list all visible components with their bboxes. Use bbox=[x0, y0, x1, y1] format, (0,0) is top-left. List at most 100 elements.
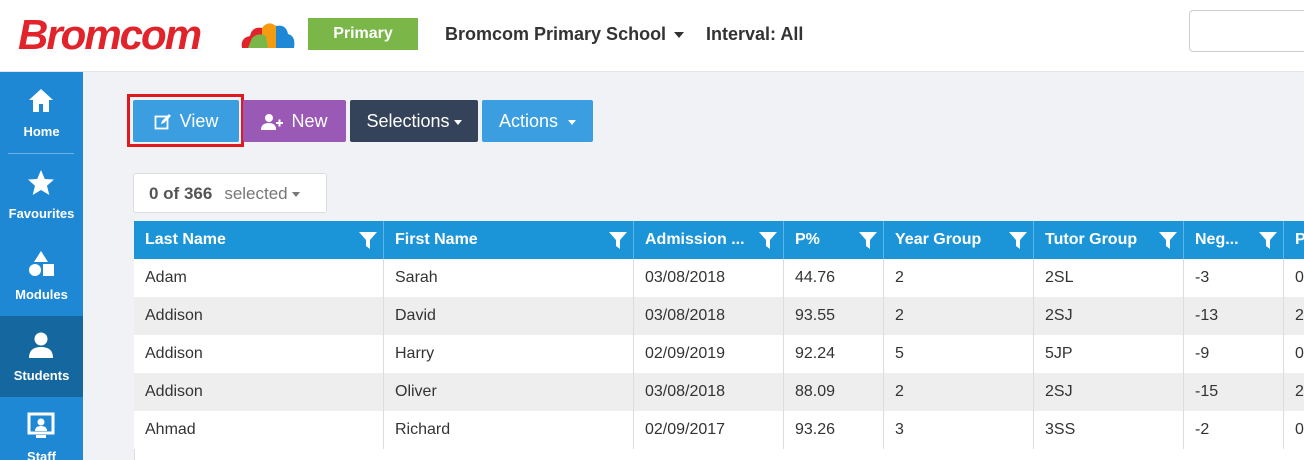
primary-badge[interactable]: Primary bbox=[308, 18, 418, 50]
table-cell: 3 bbox=[884, 411, 1034, 449]
column-header[interactable]: Tutor Group bbox=[1034, 221, 1184, 259]
sidebar-item-favourites[interactable]: Favourites bbox=[0, 154, 83, 235]
chevron-down-icon bbox=[291, 192, 300, 198]
actions-button-label: Actions bbox=[498, 111, 559, 131]
sidebar-item-label: Modules bbox=[15, 287, 68, 302]
table-cell: 2 bbox=[1284, 373, 1304, 411]
column-header-label: Tutor Group bbox=[1045, 231, 1138, 248]
column-header-label: P bbox=[1295, 231, 1304, 248]
interval-label: Interval: All bbox=[706, 24, 804, 44]
selection-dropdown[interactable]: selected bbox=[224, 184, 300, 203]
cloud-logo-icon bbox=[241, 23, 295, 48]
chevron-down-icon bbox=[568, 119, 577, 125]
filter-icon[interactable] bbox=[759, 232, 777, 249]
column-header[interactable]: Neg... bbox=[1184, 221, 1284, 259]
table-cell: -2 bbox=[1184, 411, 1284, 449]
column-header-label: Year Group bbox=[895, 231, 982, 248]
filter-icon[interactable] bbox=[1159, 232, 1177, 249]
bromcom-logo[interactable]: Bromcom bbox=[18, 11, 202, 58]
edit-icon bbox=[154, 114, 171, 130]
actions-button[interactable]: Actions bbox=[482, 100, 593, 142]
column-header[interactable]: P% bbox=[784, 221, 884, 259]
table-row[interactable]: Ahmad Richard 02/09/2017 93.26 3 3SS -2 0 bbox=[134, 411, 1304, 449]
school-selector[interactable]: Bromcom Primary School bbox=[445, 22, 685, 46]
sidebar-item-label: Home bbox=[23, 124, 60, 139]
star-icon bbox=[28, 170, 54, 195]
table-cell: 02/09/2017 bbox=[634, 411, 784, 449]
add-user-icon bbox=[261, 114, 284, 131]
column-header-label: Admission ... bbox=[645, 231, 745, 248]
sidebar-item-staff[interactable]: Staff bbox=[0, 397, 83, 460]
column-header-label: First Name bbox=[395, 231, 478, 248]
table-cell: Ahmad bbox=[134, 411, 384, 449]
table-cell: 3SS bbox=[1034, 411, 1184, 449]
column-header[interactable]: P bbox=[1284, 221, 1304, 259]
table-row[interactable]: Addison Oliver 03/08/2018 88.09 2 2SJ -15 2 bbox=[134, 373, 1304, 411]
selections-button-label: Selections bbox=[366, 111, 450, 131]
column-header[interactable]: First Name bbox=[384, 221, 634, 259]
filter-icon[interactable] bbox=[1009, 232, 1027, 249]
table-cell: 2SL bbox=[1034, 259, 1184, 297]
table-row[interactable]: Addison Harry 02/09/2019 92.24 5 5JP -9 0 bbox=[134, 335, 1304, 373]
table-cell: 2 bbox=[884, 373, 1034, 411]
table-cell: 2 bbox=[884, 297, 1034, 335]
column-header-label: Last Name bbox=[145, 231, 226, 248]
staff-icon bbox=[27, 412, 55, 438]
filter-icon[interactable] bbox=[1259, 232, 1277, 249]
table-cell: 0 bbox=[1284, 259, 1304, 297]
chevron-down-icon bbox=[674, 32, 685, 39]
sidebar: Home Favourites Modules Students Staff bbox=[0, 72, 83, 460]
column-header[interactable]: Year Group bbox=[884, 221, 1034, 259]
table-cell: Sarah bbox=[384, 259, 634, 297]
table-cell: Richard bbox=[384, 411, 634, 449]
table-cell: 2 bbox=[1284, 297, 1304, 335]
column-header-label: P% bbox=[795, 231, 820, 248]
table-cell: 02/09/2019 bbox=[634, 335, 784, 373]
shapes-icon bbox=[29, 251, 54, 276]
table-cell: 0 bbox=[1284, 411, 1304, 449]
column-header[interactable]: Last Name bbox=[134, 221, 384, 259]
table-cell: 5 bbox=[884, 335, 1034, 373]
table-cell: 2SJ bbox=[1034, 373, 1184, 411]
view-button-highlight bbox=[127, 94, 244, 147]
new-button-label: New bbox=[291, 111, 328, 131]
table-cell: 5JP bbox=[1034, 335, 1184, 373]
selection-count: 0 of 366 selected bbox=[133, 173, 327, 213]
table-cell: 03/08/2018 bbox=[634, 297, 784, 335]
filter-icon[interactable] bbox=[609, 232, 627, 249]
column-header[interactable]: Admission ... bbox=[634, 221, 784, 259]
table-cell: Addison bbox=[134, 297, 384, 335]
sidebar-item-modules[interactable]: Modules bbox=[0, 235, 83, 316]
sidebar-item-home[interactable]: Home bbox=[0, 72, 83, 153]
table-cell: -15 bbox=[1184, 373, 1284, 411]
view-button-label: View bbox=[179, 111, 219, 131]
app-header: Bromcom Primary Bromcom Primary School I… bbox=[0, 0, 1304, 72]
selections-button[interactable]: Selections bbox=[350, 100, 478, 142]
selection-label: selected bbox=[224, 184, 288, 203]
search-input[interactable] bbox=[1189, 10, 1304, 52]
selection-count-value: 0 of 366 bbox=[149, 184, 213, 203]
table-cell: 2 bbox=[884, 259, 1034, 297]
filter-icon[interactable] bbox=[859, 232, 877, 249]
table-cell: 0 bbox=[1284, 335, 1304, 373]
table-cell: Adam bbox=[134, 259, 384, 297]
table-row[interactable]: Addison David 03/08/2018 93.55 2 2SJ -13 2 bbox=[134, 297, 1304, 335]
new-button[interactable]: New bbox=[243, 100, 346, 142]
table-row[interactable]: Adam Sarah 03/08/2018 44.76 2 2SL -3 0 bbox=[134, 259, 1304, 297]
school-name: Bromcom Primary School bbox=[445, 24, 667, 44]
sidebar-item-label: Favourites bbox=[8, 206, 75, 221]
sidebar-item-label: Students bbox=[13, 368, 70, 383]
sidebar-divider bbox=[8, 153, 74, 154]
table-cell: Addison bbox=[134, 373, 384, 411]
table-cell: Addison bbox=[134, 335, 384, 373]
sidebar-item-label: Staff bbox=[27, 449, 56, 460]
filter-icon[interactable] bbox=[359, 232, 377, 249]
view-button[interactable]: View bbox=[133, 100, 239, 142]
table-cell: 2SJ bbox=[1034, 297, 1184, 335]
table-cell: Oliver bbox=[384, 373, 634, 411]
home-icon bbox=[29, 89, 53, 112]
sidebar-item-students[interactable]: Students bbox=[0, 316, 83, 397]
table-cell: 88.09 bbox=[784, 373, 884, 411]
table-cell: Harry bbox=[384, 335, 634, 373]
table-cell: 03/08/2018 bbox=[634, 373, 784, 411]
